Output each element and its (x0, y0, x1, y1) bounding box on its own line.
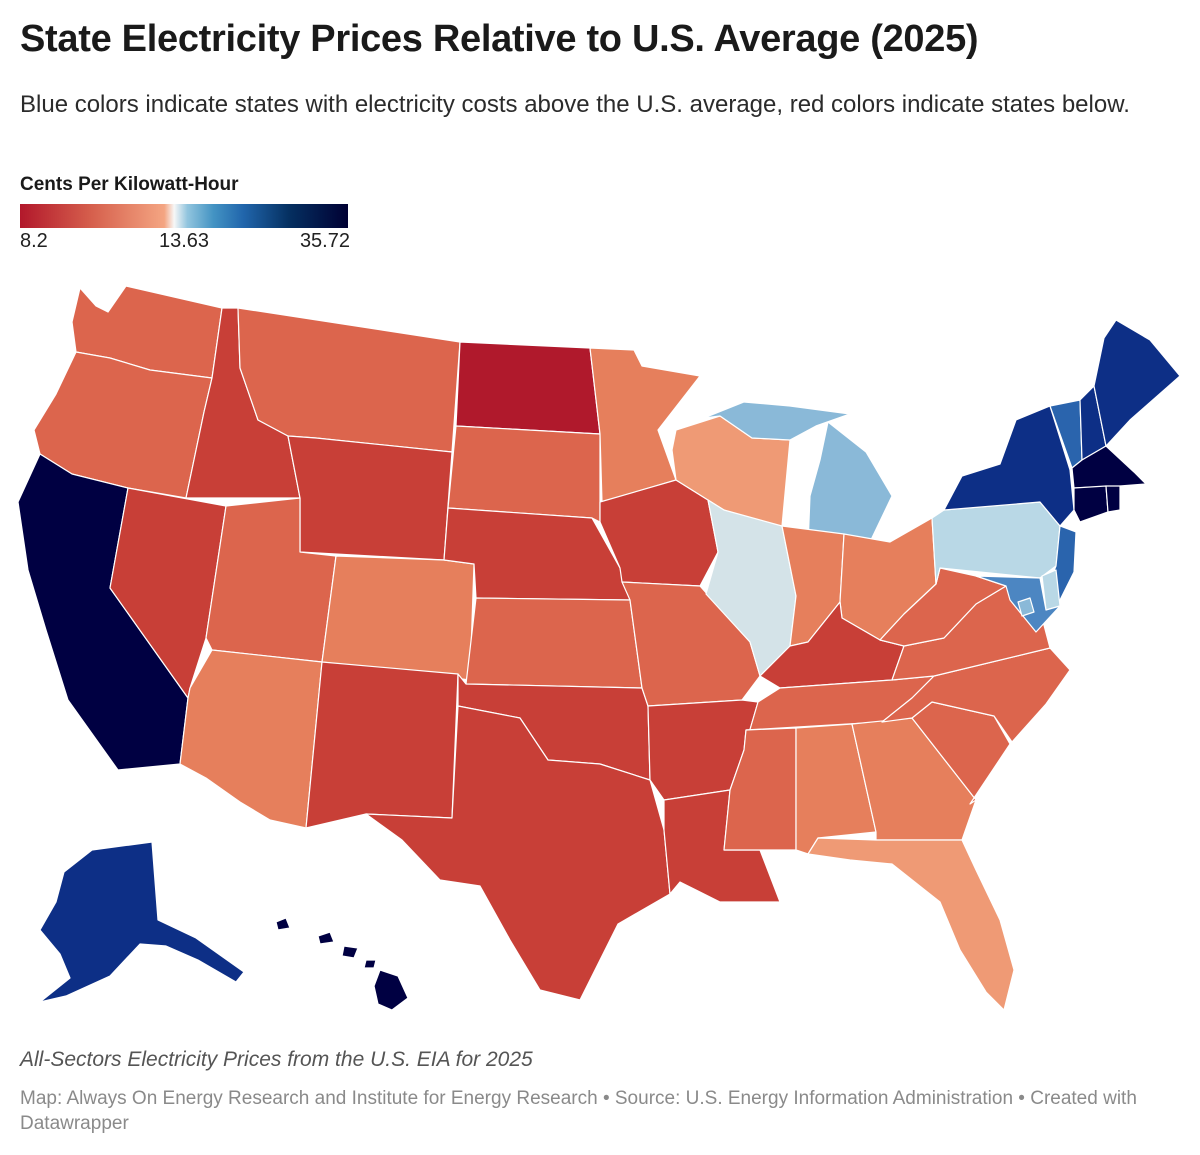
us-state-map (17, 285, 1181, 1011)
state-NM[interactable] (305, 661, 459, 829)
state-NC[interactable] (881, 647, 1071, 743)
state-KS[interactable] (465, 597, 643, 689)
state-RI[interactable] (1105, 485, 1121, 513)
state-MN[interactable] (589, 347, 701, 503)
state-SD[interactable] (447, 425, 601, 523)
legend-max-label: 35.72 (299, 230, 350, 252)
state-CO[interactable] (321, 555, 475, 681)
state-DC[interactable] (1017, 597, 1035, 617)
lower-48-states (17, 285, 1181, 1011)
legend-gradient-bar (20, 204, 348, 228)
state-AZ[interactable] (179, 649, 323, 829)
state-AK[interactable] (39, 841, 245, 1003)
chart-title: State Electricity Prices Relative to U.S… (20, 18, 979, 60)
legend-title: Cents Per Kilowatt-Hour (20, 174, 239, 195)
state-CA[interactable] (17, 453, 189, 771)
source-credit: Map: Always On Energy Research and Insti… (20, 1088, 1137, 1134)
state-ME[interactable] (1093, 319, 1181, 447)
state-CT[interactable] (1073, 485, 1109, 523)
state-FL[interactable] (807, 837, 1015, 1011)
alaska-inset (39, 841, 245, 1003)
state-NY[interactable] (943, 405, 1075, 527)
state-WY[interactable] (287, 435, 453, 561)
state-HI[interactable] (275, 917, 409, 1011)
color-legend: Cents Per Kilowatt-Hour 8.2 13.63 35.72 (20, 174, 350, 256)
hawaii-inset (275, 917, 409, 1011)
legend-ticks: 8.2 13.63 35.72 (20, 230, 350, 256)
state-ND[interactable] (455, 341, 601, 435)
chart-subtitle: Blue colors indicate states with electri… (20, 91, 1130, 118)
legend-min-label: 8.2 (20, 230, 48, 252)
state-TX[interactable] (365, 705, 671, 1001)
legend-mid-label: 13.63 (158, 230, 210, 252)
footer-note: All-Sectors Electricity Prices from the … (20, 1048, 533, 1071)
